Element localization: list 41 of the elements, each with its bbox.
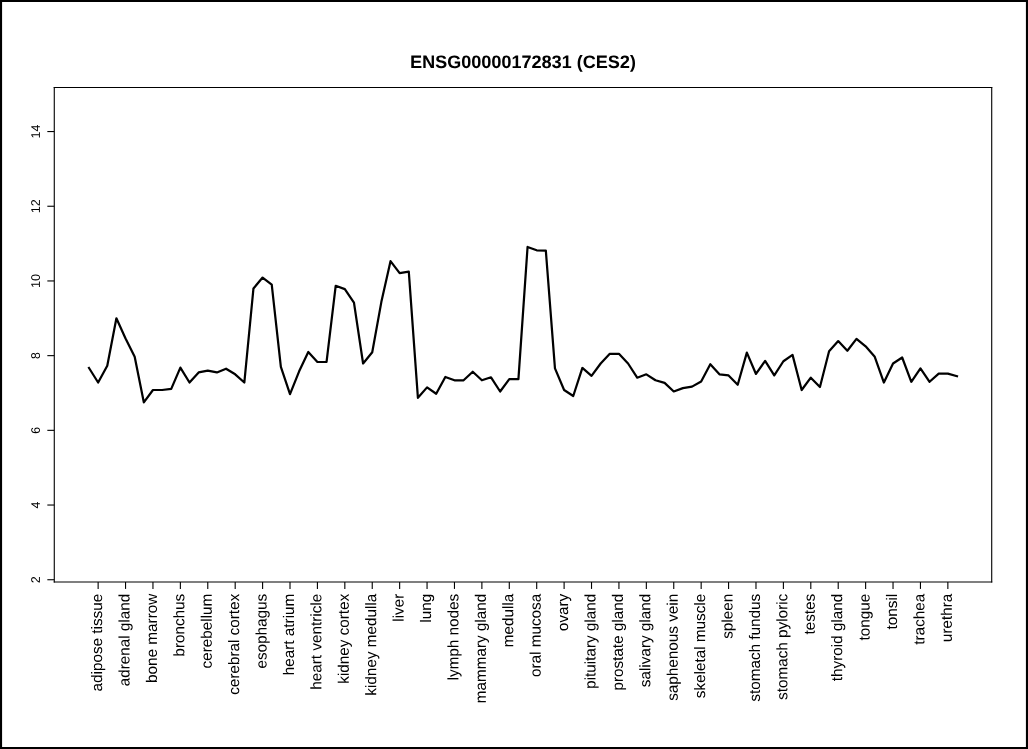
- y-tick-label: 8: [31, 352, 40, 359]
- x-tick-label: heart ventricle: [310, 594, 322, 689]
- x-tick-label: oral mucosa: [529, 593, 541, 677]
- x-tick-label: salivary gland: [639, 594, 654, 687]
- chart-title: ENSG00000172831 (CES2): [411, 54, 636, 72]
- y-tick-label: 6: [31, 427, 40, 434]
- x-tick-label: medulla: [502, 593, 514, 647]
- x-tick-label: pituitary gland: [584, 594, 599, 688]
- x-tick-label: prostate gland: [611, 594, 627, 690]
- x-tick-label: mammary gland: [474, 594, 489, 703]
- x-tick-label: testes: [804, 594, 815, 635]
- x-tick-label: cerebellum: [200, 594, 212, 668]
- y-tick-label: 2: [31, 576, 40, 583]
- x-tick-label: lung: [419, 594, 435, 622]
- x-tick-label: stomach fundus: [748, 594, 761, 702]
- x-tick-label: cerebral cortex: [228, 593, 240, 695]
- x-tick-label: adrenal gland: [118, 594, 133, 686]
- y-tick-label: 14: [31, 124, 40, 138]
- y-tick-label: 10: [31, 274, 40, 287]
- x-tick-label: trachea: [913, 593, 925, 645]
- x-tick-label: bronchus: [173, 594, 185, 656]
- x-tick-label: bone marrow: [145, 593, 158, 682]
- x-tick-label: urethra: [940, 593, 952, 642]
- x-tick-label: tongue: [859, 594, 873, 641]
- x-tick-label: spleen: [721, 594, 736, 639]
- x-tick-label: saphenous vein: [666, 594, 681, 701]
- x-tick-label: ovary: [559, 593, 572, 631]
- x-tick-label: skeletal muscle: [694, 594, 706, 698]
- y-tick-label: 12: [31, 199, 40, 213]
- x-tick-label: esophagus: [255, 594, 270, 668]
- x-tick-label: liver: [392, 594, 404, 621]
- x-tick-label: kidney cortex: [337, 593, 352, 683]
- x-tick-label: adipose tissue: [91, 594, 106, 691]
- x-tick-label: stomach pyloric: [776, 594, 791, 700]
- x-tick-label: heart atrium: [282, 594, 295, 675]
- x-tick-label: tonsil: [885, 594, 898, 630]
- x-tick-label: thyroid gland: [831, 594, 846, 682]
- line-series: [87, 245, 959, 404]
- x-tick-label: lymph nodes: [447, 594, 462, 680]
- x-tick-label: kidney medulla: [365, 593, 380, 695]
- y-tick-label: 4: [31, 501, 40, 509]
